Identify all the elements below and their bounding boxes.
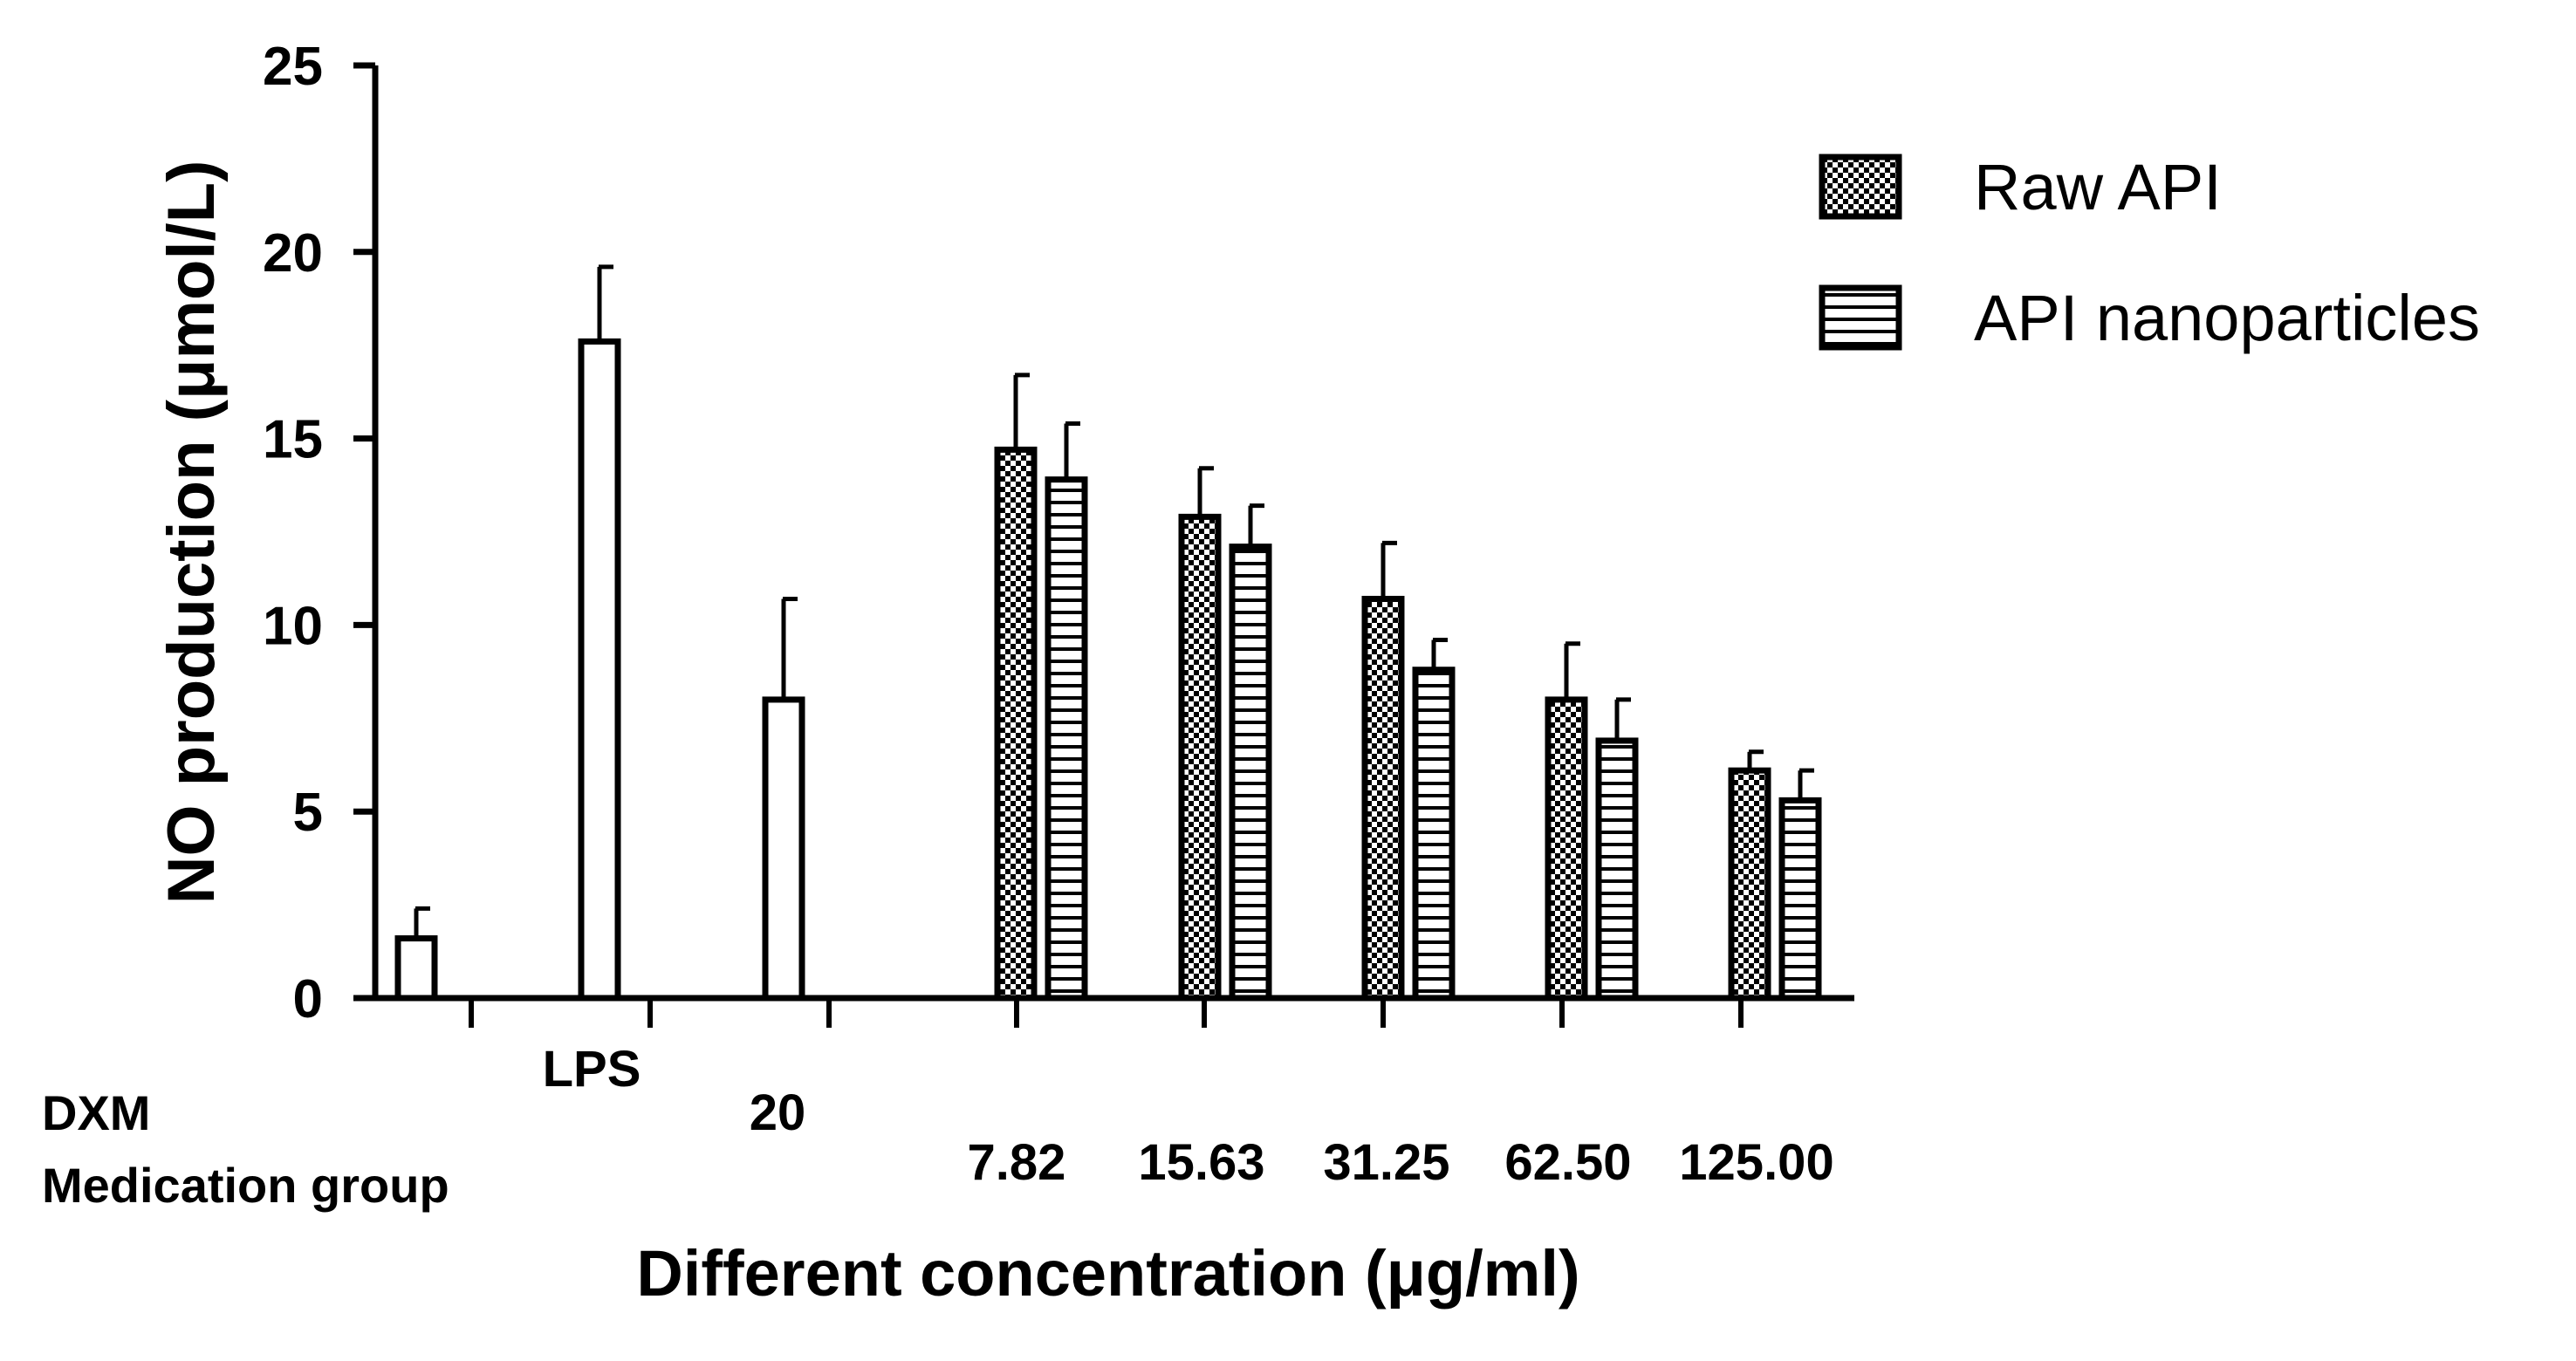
y-tick-label: 0 [293,969,323,1029]
row-label-medication-group: Medication group [42,1158,449,1213]
x-category-label: 31.25 [1323,1134,1449,1191]
y-tick-label: 25 [263,37,323,97]
raw-api-bar [994,446,1038,1002]
x-category-label: 7.82 [968,1134,1066,1191]
raw-api-bar [1728,767,1771,1002]
legend-swatch-api-nanoparticles [1819,284,1902,351]
api-nanoparticles-bar [1412,667,1456,1002]
row-label-dxm: DXM [42,1085,150,1140]
api-nanoparticles-bar [1778,797,1822,1002]
api-nanoparticles-bar [1229,544,1272,1002]
legend-label-api-nanoparticles: API nanoparticles [1974,282,2480,354]
control-bar [394,935,438,1002]
x-category-label: 20 [750,1084,806,1141]
api-nanoparticles-bar [1595,737,1639,1002]
x-category-label: 125.00 [1679,1134,1833,1191]
raw-api-bar [1361,595,1405,1002]
x-category-label: LPS [543,1041,641,1098]
api-nanoparticles-bar [1045,476,1088,1002]
x-axis-title: Different concentration (μg/ml) [636,1237,1579,1310]
raw-api-bar [1545,696,1588,1002]
x-category-label: 62.50 [1504,1134,1631,1191]
legend: Raw API API nanoparticles [1819,151,2480,354]
y-axis-title: NO production (μmol/L) [154,161,229,905]
control-bar [578,338,621,1002]
control-bar [762,696,805,1002]
y-tick-label: 20 [263,223,323,284]
y-tick-label: 15 [263,410,323,470]
y-tick-label: 5 [293,783,323,843]
legend-swatch-raw-api [1819,154,1902,220]
y-tick-label: 10 [263,596,323,656]
x-category-label: 15.63 [1138,1134,1264,1191]
raw-api-bar [1178,513,1222,1002]
legend-label-raw-api: Raw API [1974,151,2222,223]
